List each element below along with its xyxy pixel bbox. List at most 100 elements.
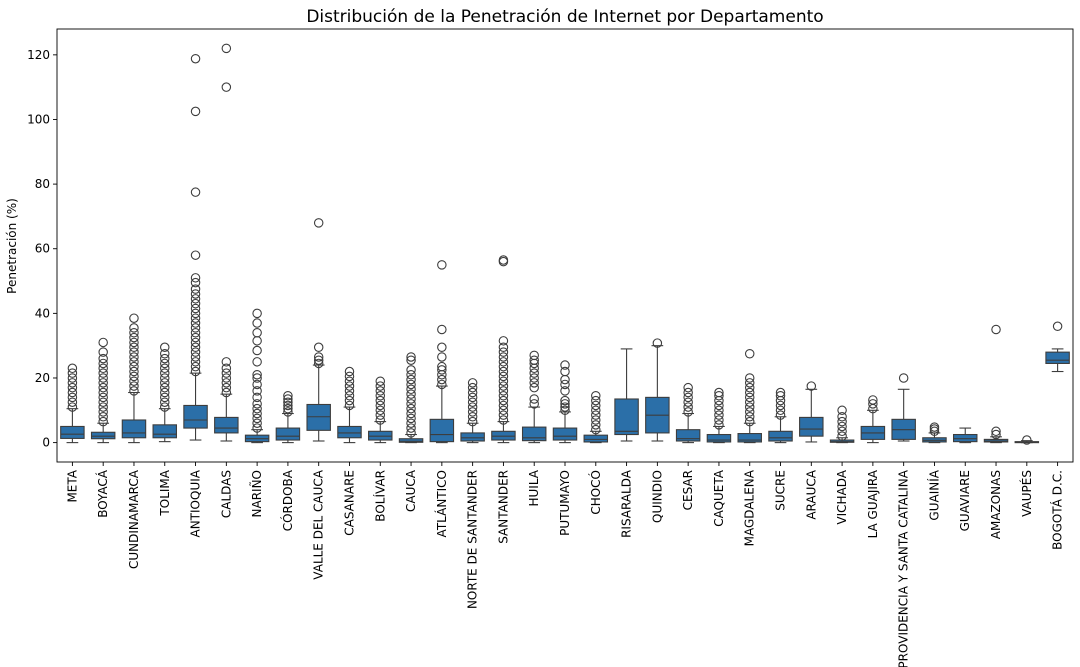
y-axis-label: Penetración (%) [5, 198, 19, 294]
outlier-point [467, 382, 478, 393]
y-tick-label: 0 [42, 436, 50, 450]
outlier-point [190, 318, 201, 328]
outlier-point [160, 348, 170, 359]
box-group [398, 352, 424, 444]
outlier-point [560, 395, 570, 406]
outlier-point [437, 342, 447, 353]
outlier-point [437, 324, 447, 335]
outlier-point [775, 387, 786, 398]
x-tick-label: SUCRE [774, 470, 788, 511]
box [60, 425, 85, 439]
outlier-point [991, 324, 1001, 335]
outlier-point [744, 407, 755, 417]
outlier-point [837, 416, 847, 427]
outlier-point [283, 407, 293, 417]
outlier-point [467, 416, 478, 427]
outlier-point [129, 332, 139, 343]
outlier-point [744, 373, 755, 383]
outlier-point [498, 386, 509, 396]
y-tick-label: 60 [35, 242, 50, 256]
x-tick-label: SAN ANDRÉS, PROVIDENCIA Y SANTA CATALINA [896, 469, 911, 667]
outlier-point [714, 405, 724, 416]
outlier-point [929, 422, 940, 432]
outlier-point [190, 332, 201, 343]
box [214, 416, 239, 434]
x-tick-label: VALLE DEL CAUCA [312, 469, 326, 579]
outlier-point [652, 338, 663, 348]
outlier-point [498, 336, 509, 346]
outlier-point [129, 381, 139, 391]
outlier-point [1052, 321, 1063, 332]
outlier-point [406, 389, 416, 399]
outlier-point [837, 431, 847, 441]
x-tick-label: ATLÁNTICO [434, 470, 449, 537]
x-tick-label: CAQUETA [712, 469, 726, 527]
outlier-point [313, 358, 324, 369]
outlier-point [498, 357, 509, 367]
outlier-point [98, 392, 108, 403]
outlier-point [529, 373, 539, 383]
box-group [275, 391, 301, 444]
box [275, 427, 301, 441]
outlier-point [160, 342, 170, 353]
outlier-point [529, 378, 539, 388]
x-tick-label: CUNDINAMARCA [127, 469, 141, 569]
x-tick-label: PUTUMAYO [558, 470, 572, 536]
box [952, 433, 978, 443]
outlier-point [252, 379, 262, 390]
outlier-point [467, 378, 478, 388]
box [706, 433, 732, 443]
x-tick-label: MAGDALENA [743, 469, 757, 546]
outlier-point [252, 386, 262, 396]
outlier-point [252, 373, 262, 383]
outlier-point [129, 352, 139, 362]
box [799, 416, 824, 437]
box-group [183, 53, 208, 441]
outlier-point [591, 410, 601, 420]
outlier-point [283, 394, 293, 404]
outlier-point [190, 273, 201, 283]
outlier-point [375, 376, 386, 386]
x-tick-label: SANTANDER [496, 470, 510, 544]
box-group [1045, 321, 1070, 373]
x-tick-label: BOGOTÁ D.C. [1050, 470, 1065, 550]
outlier-point [98, 358, 108, 369]
box [460, 432, 485, 442]
x-tick-label: ANTIOQUIA [189, 469, 203, 537]
outlier-point [67, 397, 78, 407]
box-group [706, 387, 732, 444]
outlier-point [744, 412, 755, 422]
outlier-point [591, 424, 601, 435]
box-group [922, 422, 947, 444]
outlier-point [498, 361, 509, 372]
outlier-point [529, 350, 539, 361]
outlier-point [252, 318, 262, 328]
outlier-point [129, 337, 139, 348]
outlier-point [806, 381, 817, 391]
outlier-point [498, 347, 509, 357]
box-group [983, 324, 1009, 444]
box-group [799, 381, 824, 443]
outlier-point [313, 218, 324, 228]
box [306, 403, 331, 431]
outlier-point [313, 342, 324, 353]
outlier-point [375, 395, 386, 406]
outlier-point [437, 374, 447, 385]
outlier-point [560, 399, 570, 409]
outlier-point [221, 378, 232, 388]
outlier-point [375, 400, 386, 411]
box-group [952, 427, 978, 444]
box [337, 425, 362, 439]
box-group [429, 260, 455, 444]
outlier-point [98, 387, 108, 398]
box [1045, 351, 1070, 364]
outlier-point [406, 413, 416, 424]
outlier-point [190, 357, 201, 367]
outlier-point [98, 382, 108, 393]
outlier-point [252, 327, 262, 338]
outlier-point [775, 391, 786, 401]
outlier-point [775, 405, 786, 416]
box-group [337, 366, 362, 444]
outlier-point [160, 353, 170, 364]
outlier-point [190, 308, 201, 319]
